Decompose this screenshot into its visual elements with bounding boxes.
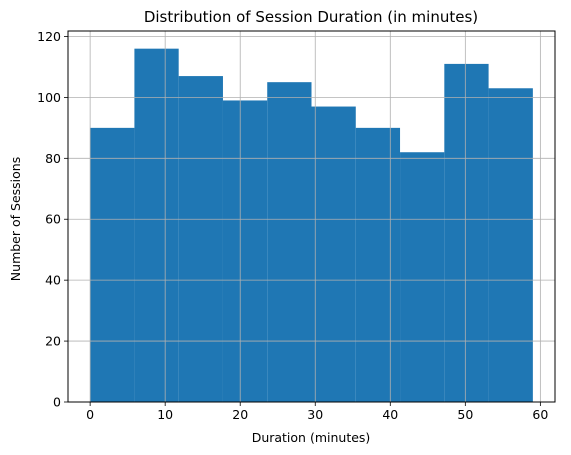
y-tick-label: 20: [45, 334, 61, 349]
y-tick-label: 0: [53, 395, 61, 410]
histogram-bar: [90, 128, 134, 402]
histogram-bar: [444, 64, 488, 402]
y-tick-label: 40: [45, 273, 61, 288]
histogram-bar: [267, 82, 311, 402]
histogram-bar: [489, 88, 533, 402]
chart-title: Distribution of Session Duration (in min…: [144, 8, 478, 26]
y-axis-ticks: 0 20 40 60 80 100 120: [37, 29, 68, 410]
y-axis-label: Number of Sessions: [8, 157, 23, 281]
histogram-bars: [90, 49, 533, 402]
x-axis-label: Duration (minutes): [252, 430, 371, 445]
histogram-bar: [312, 107, 356, 402]
histogram-bar: [223, 100, 267, 402]
y-tick-label: 80: [45, 151, 61, 166]
x-tick-label: 20: [232, 407, 248, 422]
histogram-bar: [356, 128, 400, 402]
histogram-bar: [400, 152, 444, 402]
y-tick-label: 120: [37, 29, 61, 44]
histogram-bar: [179, 76, 223, 402]
x-axis-ticks: 0 10 20 30 40 50 60: [86, 402, 548, 422]
x-tick-label: 60: [532, 407, 548, 422]
x-tick-label: 50: [457, 407, 473, 422]
histogram-bar: [134, 49, 178, 402]
x-tick-label: 40: [382, 407, 398, 422]
y-tick-label: 100: [37, 90, 61, 105]
y-tick-label: 60: [45, 212, 61, 227]
x-tick-label: 0: [86, 407, 94, 422]
x-tick-label: 10: [157, 407, 173, 422]
x-tick-label: 30: [307, 407, 323, 422]
